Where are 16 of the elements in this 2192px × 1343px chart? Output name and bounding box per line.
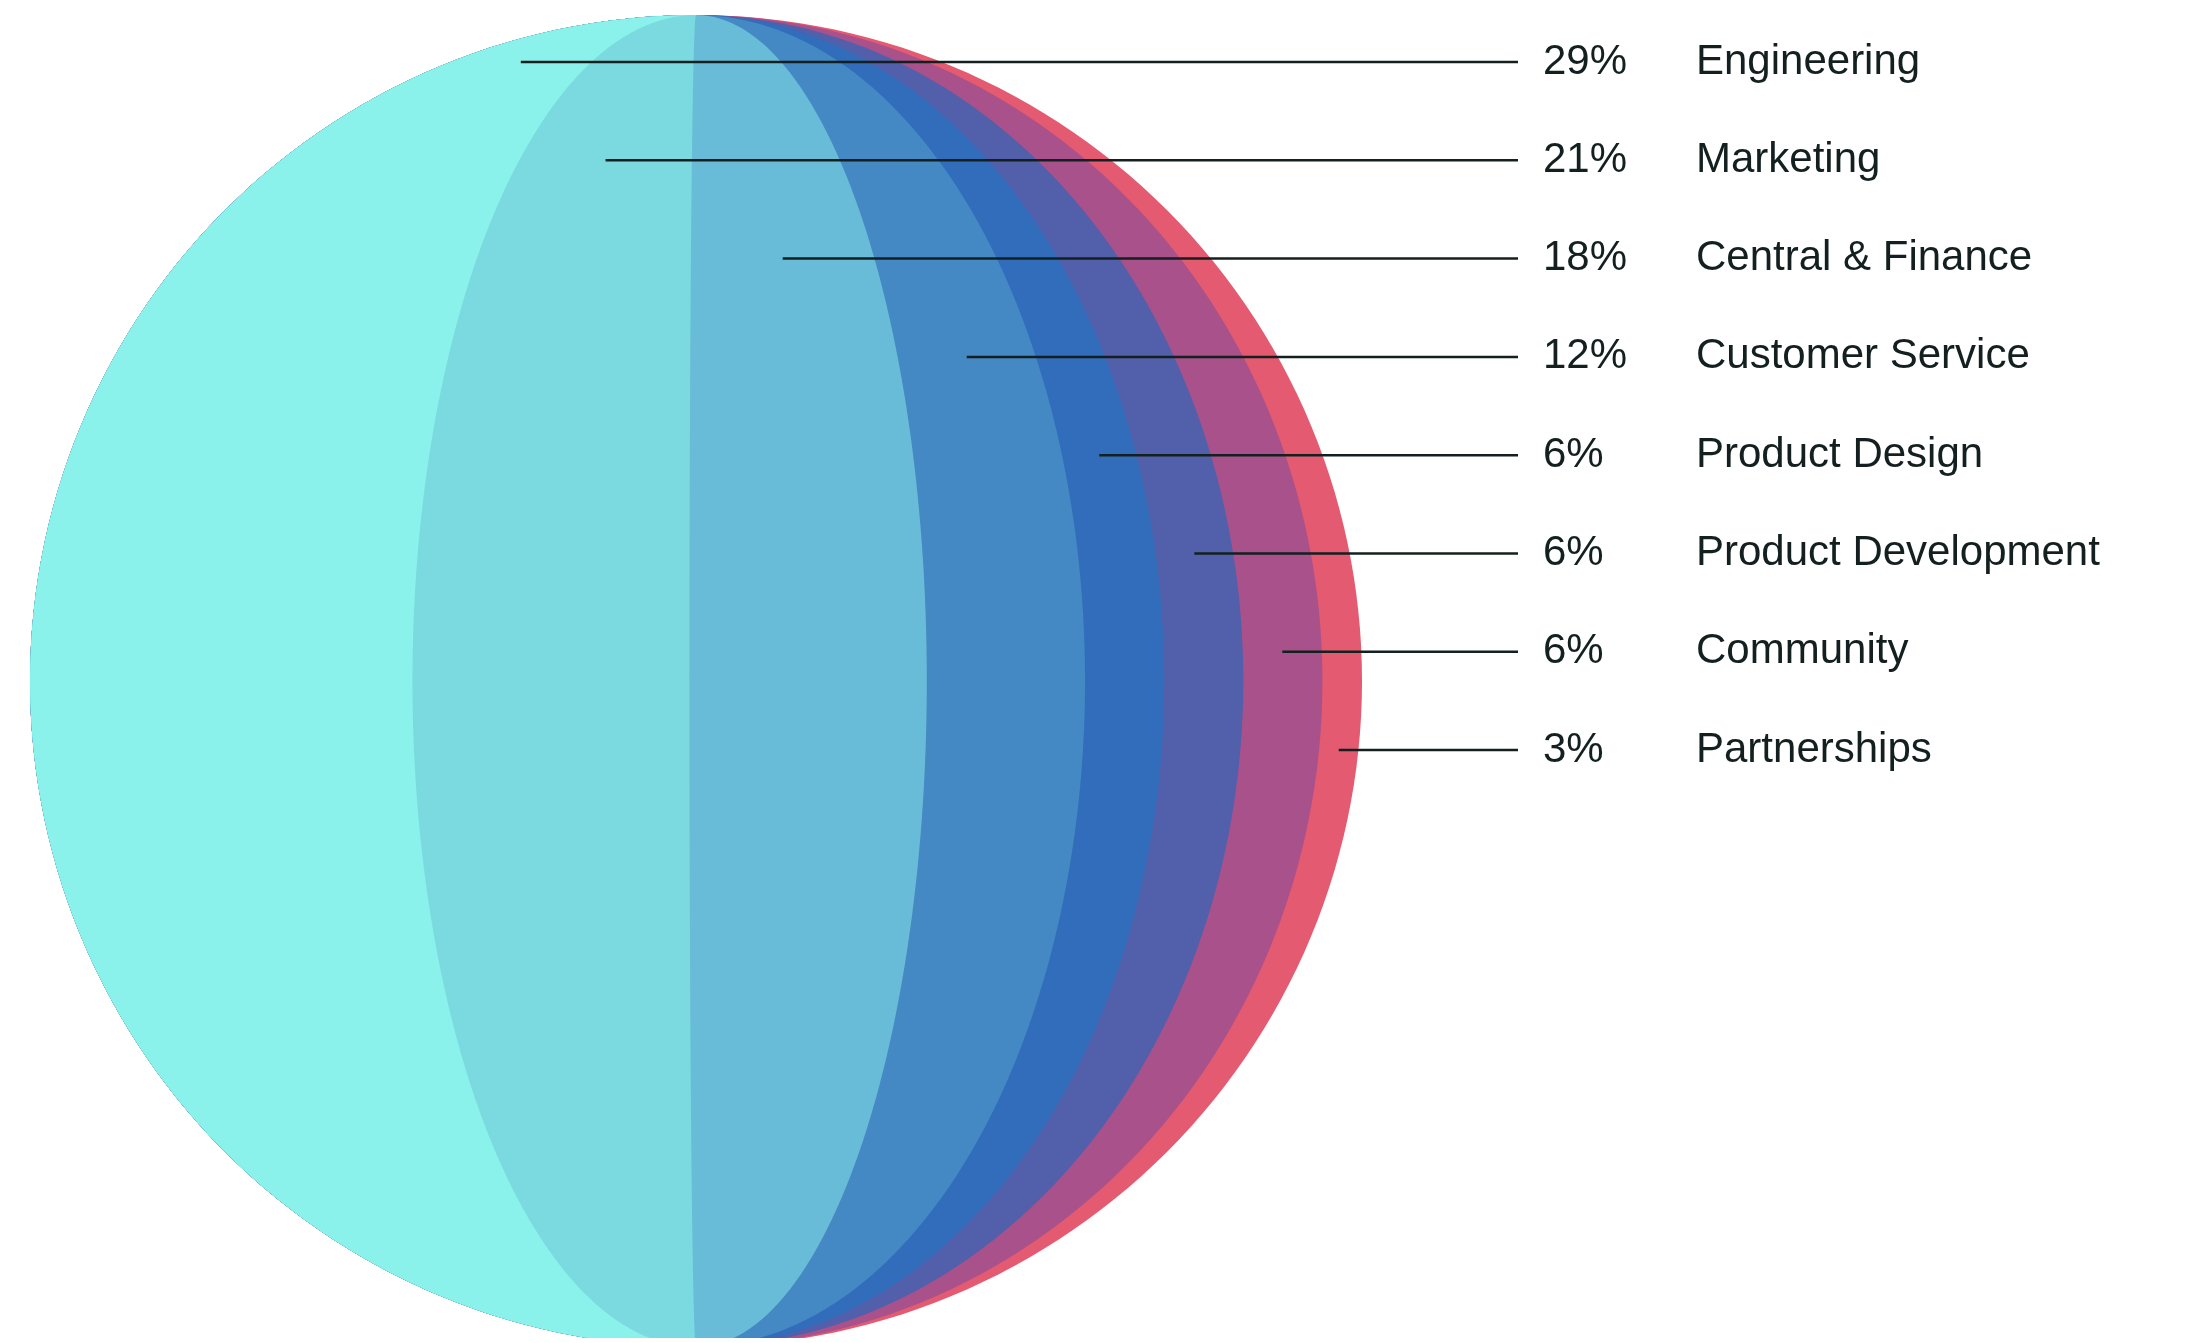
category-label: Partnerships (1696, 723, 1932, 771)
data-label: 12% (1543, 330, 1628, 378)
category-label: Community (1696, 625, 1909, 673)
data-label: 18% (1543, 232, 1628, 280)
category-label: Product Design (1696, 428, 1984, 476)
data-label: 6% (1543, 625, 1604, 673)
category-label: Central & Finance (1696, 232, 2033, 280)
data-label: 29% (1543, 35, 1628, 83)
category-label: Marketing (1696, 133, 1881, 181)
category-label: Engineering (1696, 35, 1921, 83)
data-label: 6% (1543, 428, 1604, 476)
data-label: 6% (1543, 527, 1604, 575)
category-label: Product Development (1696, 527, 2101, 575)
category-label: Customer Service (1696, 330, 2030, 378)
data-label: 3% (1543, 723, 1604, 771)
data-label: 21% (1543, 133, 1628, 181)
